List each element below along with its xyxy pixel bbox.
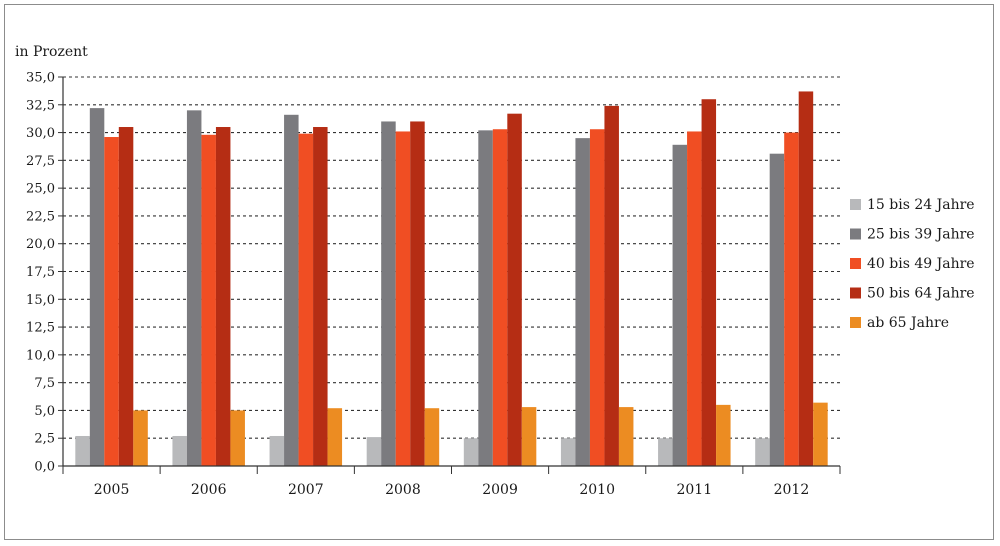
bar xyxy=(813,402,828,466)
category-label: 2005 xyxy=(94,482,130,498)
bar xyxy=(755,438,770,466)
bar xyxy=(410,121,425,466)
bar xyxy=(133,410,148,466)
y-tick-labels: 0,0 2,5 5,0 7,5 10,0 12,5 15,0 17,5 20,0 22,5 25,0… xyxy=(26,71,55,475)
y-tick-label: 22,5 xyxy=(26,209,55,224)
legend-swatch xyxy=(850,228,861,240)
bar xyxy=(395,131,411,466)
bar xyxy=(716,404,731,466)
bar xyxy=(172,435,187,466)
y-tick-label: 10,0 xyxy=(26,348,55,363)
bar xyxy=(798,91,814,466)
legend-swatch xyxy=(850,317,861,328)
bar-chart: in Prozent 0,0 2,5 5,0 7,5 10,0 12,5 15,0 17,5 2… xyxy=(15,44,975,498)
bar xyxy=(366,437,382,466)
category-label: 2011 xyxy=(676,482,712,498)
axes xyxy=(62,77,841,474)
y-tick-label: 12,5 xyxy=(26,321,55,336)
y-tick-label: 17,5 xyxy=(26,265,55,280)
y-tick-label: 32,5 xyxy=(26,98,55,113)
legend-label: 40 bis 49 Jahre xyxy=(867,256,975,272)
y-tick-label: 2,5 xyxy=(34,432,55,447)
bar xyxy=(215,127,231,466)
bar xyxy=(327,408,343,466)
bar xyxy=(658,438,673,466)
bar xyxy=(521,407,537,466)
y-tick-label: 0,0 xyxy=(34,460,55,475)
bar xyxy=(575,138,590,466)
bar xyxy=(560,438,576,466)
y-tick-label: 7,5 xyxy=(34,376,55,391)
category-label: 2012 xyxy=(774,482,810,498)
y-tick-label: 25,0 xyxy=(26,182,55,197)
legend-swatch xyxy=(850,199,861,210)
bar xyxy=(492,129,508,466)
bar xyxy=(284,114,299,466)
legend-label: ab 65 Jahre xyxy=(867,315,949,331)
legend-swatch xyxy=(850,258,861,269)
y-tick-label: 35,0 xyxy=(26,71,55,86)
legend-label: 15 bis 24 Jahre xyxy=(867,197,975,213)
chart-frame: in Prozent 0,0 2,5 5,0 7,5 10,0 12,5 15,0 17,5 2… xyxy=(4,4,994,540)
legend-label: 50 bis 64 Jahre xyxy=(867,286,975,302)
bar xyxy=(463,438,479,466)
category-label: 2008 xyxy=(385,482,421,498)
legend-swatch xyxy=(850,287,861,299)
bar xyxy=(230,410,245,466)
bar xyxy=(186,110,202,466)
category-label: 2006 xyxy=(191,482,227,498)
category-labels: 2005 2006 2007 2008 2009 2010 2011 2012 xyxy=(94,482,810,498)
bar xyxy=(269,435,285,466)
bar xyxy=(75,435,90,466)
bar xyxy=(313,127,328,466)
y-tick-label: 20,0 xyxy=(26,237,55,252)
bar xyxy=(118,127,134,466)
gridlines xyxy=(58,76,840,467)
bar xyxy=(618,407,634,466)
bar xyxy=(89,108,105,467)
bar xyxy=(424,408,440,466)
bar xyxy=(381,121,396,466)
bar xyxy=(298,133,314,466)
legend-label: 25 bis 39 Jahre xyxy=(867,227,975,243)
category-label: 2009 xyxy=(482,482,518,498)
bar xyxy=(604,105,619,466)
bar xyxy=(701,99,717,466)
bar xyxy=(784,132,799,467)
category-label: 2010 xyxy=(579,482,615,498)
y-tick-label: 27,5 xyxy=(26,154,55,169)
y-axis-label: in Prozent xyxy=(15,44,88,60)
bar xyxy=(769,153,785,466)
y-tick-label: 5,0 xyxy=(34,404,55,419)
category-label: 2007 xyxy=(288,482,324,498)
bar xyxy=(589,129,605,466)
bar xyxy=(104,137,119,466)
y-tick-label: 15,0 xyxy=(26,293,55,308)
bar xyxy=(687,131,702,466)
legend: 15 bis 24 Jahre 25 bis 39 Jahre 40 bis 49 … xyxy=(850,197,975,331)
bars xyxy=(75,91,828,467)
bar xyxy=(478,130,493,466)
bar xyxy=(201,134,216,466)
y-tick-label: 30,0 xyxy=(26,126,55,141)
bar xyxy=(507,113,522,467)
bar xyxy=(672,144,688,466)
